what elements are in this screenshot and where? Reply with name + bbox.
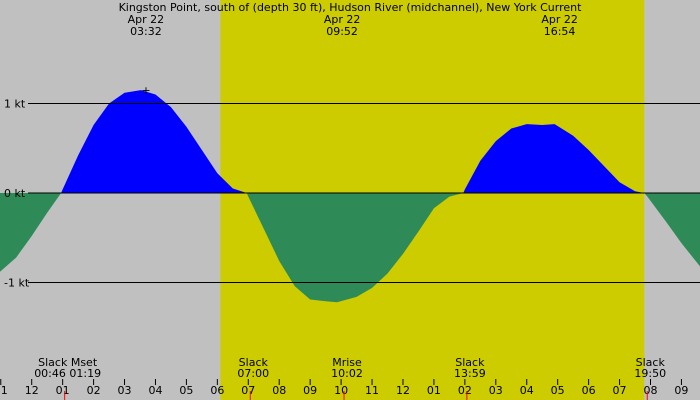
y-tick-label: 0 kt <box>4 187 26 200</box>
event-label: Slack <box>455 356 485 369</box>
event-label: Slack <box>636 356 666 369</box>
extrema-date: Apr 22 <box>324 13 361 26</box>
x-tick-label: 08 <box>272 384 286 397</box>
x-tick-label: 04 <box>148 384 162 397</box>
event-time: 07:00 <box>237 367 269 380</box>
x-tick-label: 11 <box>365 384 379 397</box>
ebb-area <box>0 193 700 303</box>
x-tick-label: 06 <box>582 384 596 397</box>
extrema-time: 09:52 <box>326 25 358 38</box>
event-time: 13:59 <box>454 367 486 380</box>
x-tick-label: 05 <box>179 384 193 397</box>
event-label: Slack <box>239 356 269 369</box>
y-gridlines <box>28 103 700 283</box>
extrema-time: 16:54 <box>544 25 576 38</box>
extrema-time: 03:32 <box>130 25 162 38</box>
y-axis-labels: 1 kt 0 kt -1 kt <box>4 98 30 290</box>
x-tick-label: 03 <box>118 384 132 397</box>
x-tick-label: 11 <box>0 384 8 397</box>
event-time: 10:02 <box>331 367 363 380</box>
y-tick-label: 1 kt <box>4 98 26 111</box>
x-tick-label: 09 <box>674 384 688 397</box>
x-tick-label: 12 <box>25 384 39 397</box>
extrema-date: Apr 22 <box>128 13 165 26</box>
current-areas: + <box>0 84 700 303</box>
extrema-date: Apr 22 <box>541 13 578 26</box>
flood-area <box>0 90 700 193</box>
x-tick-label: 04 <box>520 384 534 397</box>
event-label: Slack Mset <box>38 356 98 369</box>
event-label: Mrise <box>332 356 362 369</box>
x-tick-label: 06 <box>210 384 224 397</box>
x-tick-label: 03 <box>489 384 503 397</box>
x-axis: 11 12 01 02 03 04 05 06 07 08 09 10 11 12 01 02 03 04 05 06… <box>0 379 688 400</box>
event-time: 00:46 01:19 <box>34 367 101 380</box>
event-time: 19:50 <box>634 367 666 380</box>
x-tick-label: 10 <box>334 384 348 397</box>
x-tick-label: 07 <box>613 384 627 397</box>
max-marker: + <box>141 84 150 97</box>
x-tick-label: 07 <box>241 384 255 397</box>
x-tick-label: 12 <box>396 384 410 397</box>
x-tick-label: 08 <box>643 384 657 397</box>
x-tick-label: 01 <box>427 384 441 397</box>
x-tick-label: 05 <box>551 384 565 397</box>
chart-title: Kingston Point, south of (depth 30 ft), … <box>119 1 583 14</box>
x-tick-label: 02 <box>87 384 101 397</box>
x-tick-label: 02 <box>458 384 472 397</box>
x-tick-label: 09 <box>303 384 317 397</box>
y-tick-label: -1 kt <box>4 277 30 290</box>
x-tick-label: 01 <box>56 384 70 397</box>
